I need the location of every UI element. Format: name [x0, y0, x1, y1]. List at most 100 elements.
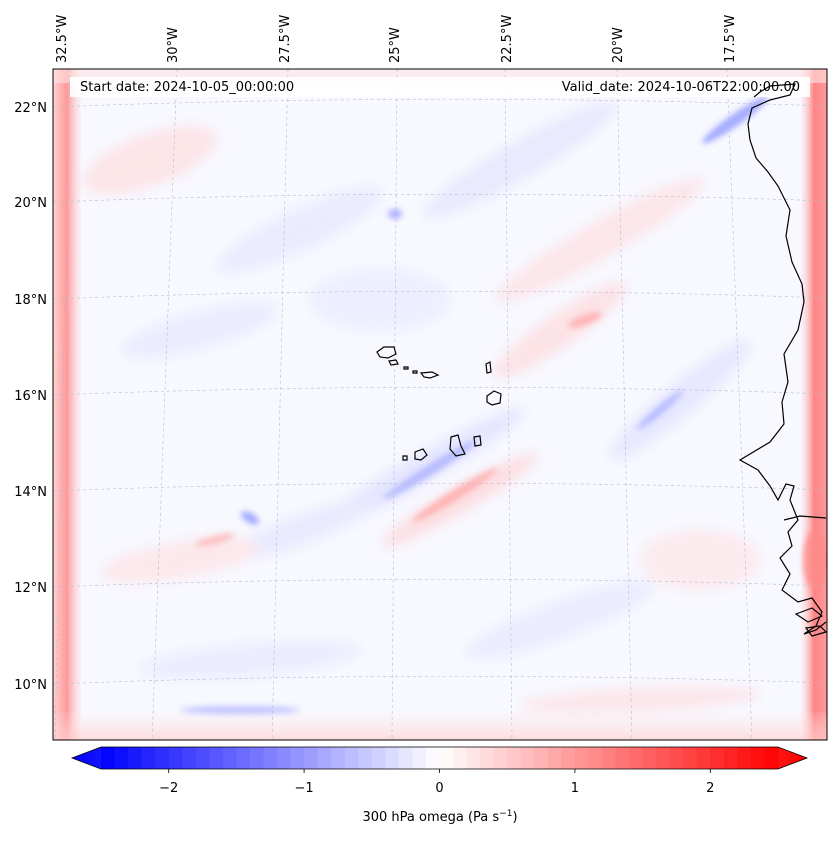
- colorbar-band: [534, 747, 549, 769]
- colorbar-band: [412, 747, 427, 769]
- colorbar-band: [547, 747, 562, 769]
- meridian-17-5w: [726, 69, 753, 740]
- colorbar-band: [493, 747, 508, 769]
- meridian-25w: [391, 69, 398, 740]
- meridian-27-5w: [271, 69, 289, 740]
- lat-label-18n: 18°N: [14, 293, 47, 308]
- lon-label-30w: 30°W: [166, 27, 181, 63]
- lat-label-16n: 16°N: [14, 389, 47, 404]
- colorbar-band: [277, 747, 292, 769]
- colorbar-band: [168, 747, 183, 769]
- colorbar-band: [263, 747, 278, 769]
- colorbar-bands: [101, 747, 779, 769]
- coastlines: [376, 83, 827, 637]
- colorbar-band: [723, 747, 738, 769]
- lat-label-10n: 10°N: [14, 678, 47, 693]
- start-date-label: Start date: 2024-10-05_00:00:00: [80, 80, 294, 95]
- colorbar-band: [480, 747, 495, 769]
- colorbar-band: [696, 747, 711, 769]
- colorbar-band: [737, 747, 752, 769]
- lat-label-20n: 20°N: [14, 196, 47, 211]
- colorbar-band: [398, 747, 413, 769]
- colorbar-tick-label: 0: [435, 781, 443, 796]
- colorbar-band: [371, 747, 386, 769]
- maio-island: [473, 435, 482, 447]
- omega-field: [53, 69, 827, 740]
- colorbar-band: [615, 747, 630, 769]
- colorbar-outline: [70, 746, 809, 770]
- latitude-labels: 22°N 20°N 18°N 16°N 14°N 12°N 10°N: [14, 101, 47, 693]
- colorbar-band: [466, 747, 481, 769]
- colorbar-band: [642, 747, 657, 769]
- date-banner: [70, 77, 810, 97]
- brava-island: [402, 455, 408, 461]
- meridian-22-5w: [504, 69, 513, 740]
- colorbar-band: [344, 747, 359, 769]
- colorbar-band: [114, 747, 129, 769]
- colorbar-tick-label: −1: [295, 781, 314, 796]
- sao-vicente-island: [388, 359, 399, 366]
- colorbar-band: [574, 747, 589, 769]
- colorbar-band: [195, 747, 210, 769]
- colorbar-band: [561, 747, 576, 769]
- parallel-12n: [53, 578, 827, 588]
- colorbar-band: [317, 747, 332, 769]
- lon-label-17-5w: 17.5°W: [723, 15, 738, 63]
- colorbar-band: [601, 747, 617, 769]
- gambia-coast: [783, 515, 827, 521]
- sao-nicolau-island: [419, 371, 440, 379]
- parallel-18n: [53, 290, 827, 300]
- colorbar-band: [764, 747, 779, 769]
- meridian-20w: [616, 69, 633, 740]
- lat-label-22n: 22°N: [14, 101, 47, 116]
- colorbar-band: [656, 747, 671, 769]
- colorbar-ticks: −2 −1 0 1 2: [159, 769, 714, 796]
- colorbar-tick-label: 2: [706, 781, 714, 796]
- colorbar-band: [520, 747, 535, 769]
- colorbar: −2 −1 0 1 2 300 hPa omega (Pa s−1): [70, 746, 809, 825]
- lon-label-22-5w: 22.5°W: [500, 15, 515, 63]
- bissagos-island-2: [804, 625, 827, 637]
- lat-label-12n: 12°N: [14, 581, 47, 596]
- colorbar-band: [385, 747, 400, 769]
- lat-label-14n: 14°N: [14, 485, 47, 500]
- colorbar-band: [425, 747, 440, 769]
- colorbar-band: [750, 747, 765, 769]
- lon-label-25w: 25°W: [388, 27, 403, 63]
- bissagos-island: [794, 607, 824, 623]
- parallel-14n: [53, 482, 827, 492]
- santiago-island: [449, 434, 466, 457]
- parallel-10n: [53, 675, 827, 685]
- colorbar-band: [358, 747, 373, 769]
- parallel-16n: [53, 386, 827, 396]
- map-panel[interactable]: Start date: 2024-10-05_00:00:00 Valid_da…: [52, 68, 828, 741]
- edge-band-east: [801, 69, 827, 740]
- colorbar-band: [453, 747, 468, 769]
- colorbar-band: [629, 747, 644, 769]
- colorbar-band: [669, 747, 684, 769]
- santo-antao-island: [376, 346, 397, 359]
- colorbar-band: [128, 747, 143, 769]
- parallel-20n: [53, 193, 827, 203]
- meridian-30w: [151, 69, 178, 740]
- edge-band-south: [53, 712, 827, 740]
- colorbar-band: [710, 747, 725, 769]
- colorbar-band: [236, 747, 251, 769]
- santa-luzia-island: [403, 366, 409, 370]
- boa-vista-island: [486, 390, 502, 406]
- fogo-island: [414, 448, 428, 461]
- colorbar-band: [222, 747, 237, 769]
- colorbar-tick-label: −2: [159, 781, 178, 796]
- colorbar-band: [182, 747, 197, 769]
- parallel-22n: [53, 98, 827, 108]
- lon-label-27-5w: 27.5°W: [278, 15, 293, 63]
- colorbar-band: [141, 747, 156, 769]
- colorbar-band: [304, 747, 319, 769]
- lon-label-20w: 20°W: [611, 27, 626, 63]
- colorbar-band: [101, 747, 116, 769]
- colorbar-band: [331, 747, 346, 769]
- sal-island: [485, 361, 492, 374]
- valid-date-label: Valid_date: 2024-10-06T22:00:00.00: [562, 80, 800, 95]
- colorbar-band: [249, 747, 264, 769]
- africa-coastline: [738, 83, 827, 635]
